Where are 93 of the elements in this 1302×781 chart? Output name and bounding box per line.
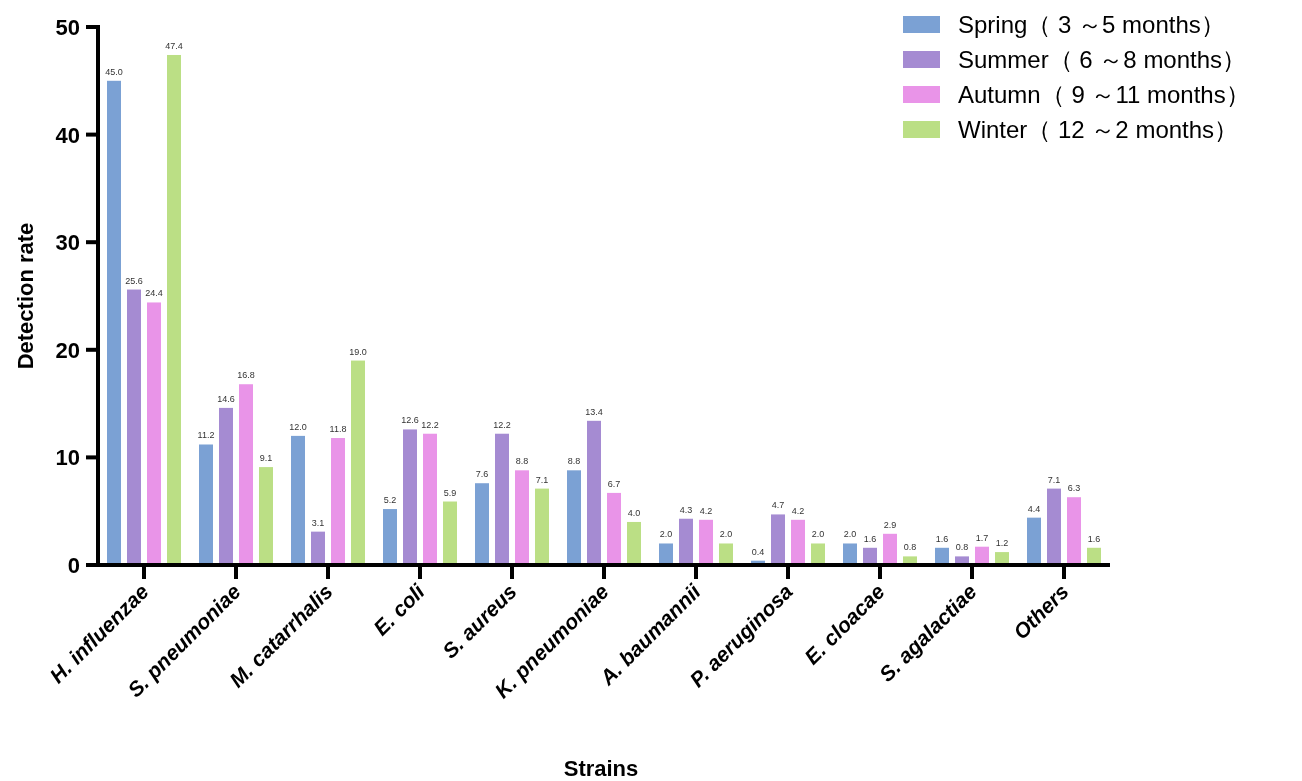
data-label: 4.2 [699,505,713,516]
data-label: 1.6 [863,533,877,544]
data-label: 11.2 [197,430,215,441]
data-label: 13.4 [585,406,603,417]
legend-label: Spring（ 3 ～5 months） [958,11,1225,38]
legend-label: Winter（ 12 ～2 months） [958,116,1239,143]
y-tick-label: 30 [55,230,80,256]
bar [679,518,693,565]
bar [239,384,253,565]
bar [587,420,601,565]
data-label: 25.6 [125,275,143,286]
bar [331,438,345,565]
bar [883,533,897,565]
bar [147,302,161,565]
data-label: 0.8 [955,542,969,553]
bar [567,470,581,565]
bar [607,492,621,565]
data-label: 5.9 [443,487,457,498]
bar [719,543,733,565]
bar [219,407,233,565]
y-tick-label: 40 [55,122,80,148]
data-label: 8.8 [567,456,581,467]
bar [1027,517,1041,565]
bar [383,509,397,565]
data-label: 7.6 [475,469,489,480]
data-label: 0.4 [751,546,765,557]
data-label: 1.7 [975,532,989,543]
x-axis-title: Strains [563,756,639,781]
data-label: 4.2 [791,505,805,516]
bar [311,531,325,565]
bar [291,435,305,565]
bar [495,433,509,565]
data-label: 1.6 [1087,533,1101,544]
data-label: 12.2 [493,419,511,430]
data-label: 2.0 [843,529,857,540]
data-label: 8.8 [515,456,529,467]
bar [1067,497,1081,565]
data-label: 1.2 [995,538,1009,549]
bar [535,488,549,565]
bar [811,543,825,565]
data-label: 6.7 [607,478,621,489]
legend-label: Autumn（ 9 ～11 months） [958,81,1250,108]
data-label: 14.6 [217,393,235,404]
data-label: 1.6 [935,533,949,544]
legend-label: Summer（ 6 ～8 months） [958,46,1247,73]
data-label: 47.4 [165,40,183,51]
bar [127,289,141,565]
data-label: 4.7 [771,500,785,511]
data-label: 2.0 [719,529,733,540]
bar [843,543,857,565]
bar [351,360,365,565]
y-tick-label: 10 [55,445,80,471]
data-label: 3.1 [311,517,325,528]
bar [259,467,273,565]
bar [167,54,181,565]
bar [791,519,805,565]
data-label: 7.1 [535,474,549,485]
bar [515,470,529,565]
data-label: 12.0 [289,421,307,432]
data-label: 12.6 [401,415,419,426]
data-label: 16.8 [237,370,255,381]
data-label: 4.0 [627,507,641,518]
data-label: 19.0 [349,346,367,357]
bar [423,433,437,565]
data-label: 24.4 [145,288,163,299]
data-label: 0.8 [903,542,917,553]
y-axis-title: Detection rate [13,222,38,370]
data-label: 7.1 [1047,474,1061,485]
bar [627,521,641,565]
bar [199,444,213,565]
data-label: 5.2 [383,495,397,506]
data-label: 2.0 [811,529,825,540]
data-label: 9.1 [259,453,273,464]
y-tick-label: 0 [67,553,80,578]
bar [107,80,121,565]
data-label: 4.3 [679,504,693,515]
bar [443,501,457,565]
data-label: 12.2 [421,419,439,430]
bar [475,483,489,565]
data-label: 45.0 [105,66,123,77]
bar [1047,488,1061,565]
bar [771,514,785,565]
x-tick-label: E. coli [368,578,430,640]
data-label: 2.9 [883,519,897,530]
bar [403,429,417,565]
y-tick-label: 50 [55,15,80,40]
bar [659,543,673,565]
bar [699,519,713,565]
data-label: 4.4 [1027,503,1041,514]
data-label: 2.0 [659,529,673,540]
y-tick-label: 20 [55,337,80,363]
data-label: 6.3 [1067,483,1081,494]
data-label: 11.8 [329,424,347,435]
